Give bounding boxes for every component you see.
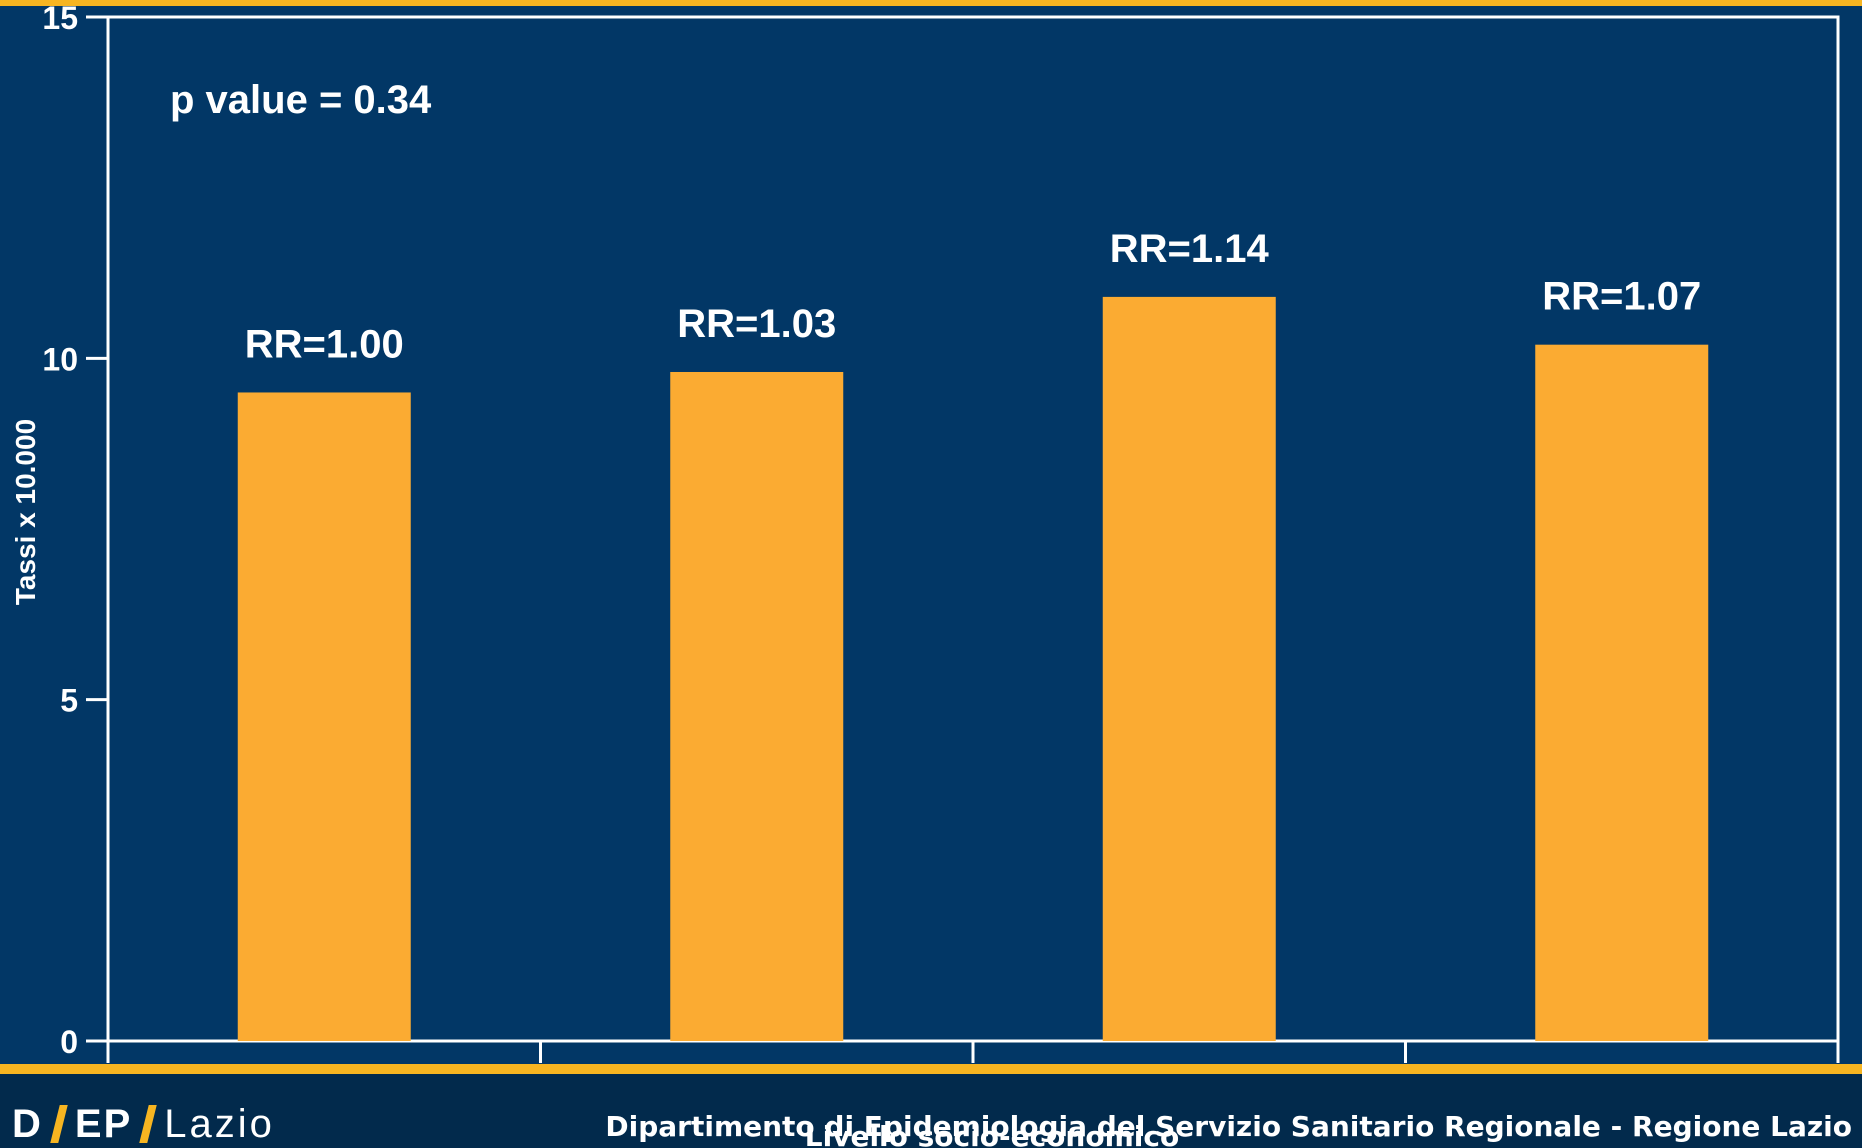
bar (670, 371, 844, 1041)
footer-department-text: Dipartimento di Epidemiologia del Serviz… (605, 1110, 1852, 1143)
logo-text-lazio: Lazio (164, 1101, 275, 1146)
bar (1535, 344, 1709, 1041)
bar-data-label: RR=1.14 (1110, 227, 1270, 271)
bar-data-label: RR=1.00 (245, 322, 404, 366)
logo-text-ep: EP (74, 1101, 133, 1146)
bar-data-label: RR=1.07 (1542, 275, 1701, 319)
p-value-annotation: p value = 0.34 (170, 78, 432, 122)
logo-slash-icon (50, 1105, 68, 1143)
dep-lazio-logo: D EP Lazio (12, 1101, 275, 1146)
bar (1102, 296, 1276, 1042)
y-axis-label: Tassi x 10.000 (10, 419, 41, 605)
footer-accent-stripe (0, 1064, 1862, 1074)
logo-slash-icon (139, 1105, 157, 1143)
bar-data-label: RR=1.03 (677, 302, 836, 346)
footer-bar (0, 1064, 1862, 1148)
y-tick-label: 10 (42, 341, 78, 377)
y-tick-label: 5 (60, 683, 78, 719)
y-tick-label: 15 (42, 0, 78, 36)
top-accent-stripe (0, 0, 1862, 6)
y-tick-label: 0 (60, 1024, 78, 1060)
logo-text-d: D (12, 1101, 43, 1146)
bar (237, 392, 411, 1041)
